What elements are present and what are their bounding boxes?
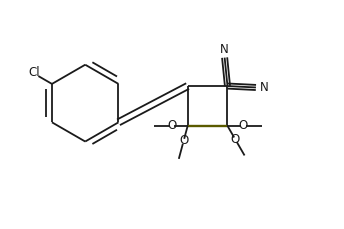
Text: Cl: Cl (28, 66, 40, 79)
Text: O: O (231, 133, 240, 146)
Text: N: N (259, 81, 268, 94)
Text: O: O (168, 119, 176, 132)
Text: O: O (179, 134, 188, 147)
Text: O: O (238, 119, 248, 132)
Text: N: N (220, 43, 229, 56)
